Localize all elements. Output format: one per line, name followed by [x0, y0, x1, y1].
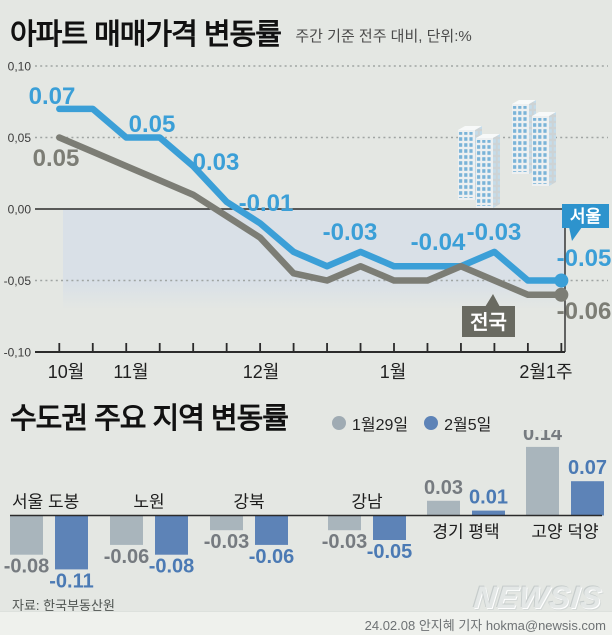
y-tick-label: 0,00: [8, 203, 32, 217]
apartment-buildings-illustration: [458, 100, 556, 208]
page-subtitle: 주간 기준 전주 대비, 단위:%: [295, 28, 472, 45]
data-label: -0.01: [239, 190, 294, 217]
bar-value-curr-경기 평택: 0.01: [469, 487, 508, 509]
data-label: -0.03: [323, 219, 378, 246]
bar-category-label: 강북: [233, 493, 264, 512]
data-label: 0.03: [193, 149, 240, 176]
bar-curr-강북: [255, 515, 288, 545]
x-month-label: 2월1주: [519, 362, 572, 382]
bar-value-prev-고양 덕양: 0.14: [523, 430, 563, 445]
bar-curr-노원: [155, 515, 188, 555]
source-note: 자료: 한국부동산원: [12, 598, 115, 613]
bar-section-header: 수도권 주요 지역 변동률: [10, 395, 289, 437]
page-title: 아파트 매매가격 변동률: [10, 19, 282, 51]
bar-curr-강남: [373, 515, 406, 540]
bar-value-curr-노원: -0.08: [149, 556, 195, 578]
bar-prev-고양 덕양: [526, 446, 559, 516]
bar-curr-고양 덕양: [571, 481, 604, 516]
bar-prev-강북: [210, 515, 243, 531]
national-callout-box: [462, 306, 515, 337]
bar-curr-경기 평택: [472, 510, 505, 516]
legend-label-prev-week: 1월29일: [352, 417, 409, 434]
bar-prev-경기 평택: [427, 500, 460, 516]
seoul-callout-label: 서울: [570, 207, 602, 226]
bar-value-prev-강북: -0.03: [204, 531, 250, 553]
y-tick-label: 0,05: [8, 131, 32, 145]
byline-credit: 24.02.08 안지혜 기자 hokma@newsis.com: [364, 618, 606, 633]
data-label: -0.03: [467, 219, 522, 246]
seoul-callout-pointer: [569, 227, 582, 241]
credit-strip: 24.02.08 안지혜 기자 hokma@newsis.com: [0, 611, 612, 635]
bar-value-prev-경기 평택: 0.03: [424, 477, 463, 499]
bar-category-label: 서울 도봉: [12, 493, 79, 512]
series-line-서울: [56, 105, 565, 284]
y-tick-label: -0,10: [4, 346, 32, 360]
y-tick-label: 0,10: [8, 60, 32, 74]
bar-value-curr-강북: -0.06: [249, 546, 295, 568]
y-tick-label: -0,05: [4, 274, 32, 288]
bar-curr-서울 도봉: [55, 515, 88, 570]
series-end-dot-서울: [554, 273, 569, 288]
bar-chart-title: 수도권 주요 지역 변동률: [10, 403, 289, 435]
bar-value-prev-서울 도봉: -0.08: [4, 556, 50, 578]
data-label: -0.04: [411, 229, 466, 256]
bar-category-label: 노원: [133, 493, 164, 512]
x-month-label: 12월: [243, 362, 280, 382]
data-label: -0.06: [557, 298, 612, 325]
bar-chart-legend: 1월29일 2월5일: [322, 411, 491, 435]
x-month-label: 10월: [48, 362, 85, 382]
seoul-callout-box: [562, 204, 609, 228]
bar-category-label: 경기 평택: [432, 523, 499, 542]
bar-category-label: 강남: [351, 493, 383, 512]
bar-value-curr-서울 도봉: -0.11: [49, 570, 93, 592]
bar-prev-노원: [110, 515, 143, 545]
bar-category-label: 고양 덕양: [531, 523, 598, 542]
bar-value-prev-강남: -0.03: [322, 531, 368, 553]
national-callout-label: 전국: [470, 311, 507, 334]
x-month-label: 1월: [380, 362, 407, 382]
legend-dot-curr-week: [424, 416, 439, 430]
line-chart: 0,10 0,05 0,00 -0,05 -0,10 10월 11월 12월 1월 2월1주 0.…: [4, 60, 612, 383]
data-label: 0.05: [33, 145, 80, 172]
series-line-전국: [56, 134, 565, 299]
x-month-label: 11월: [113, 362, 148, 382]
data-label: 0.05: [129, 111, 176, 138]
series-end-dot-전국: [554, 287, 569, 302]
legend-dot-prev-week: [332, 416, 346, 430]
bar-value-prev-노원: -0.06: [104, 546, 150, 568]
data-label: 0.07: [29, 83, 76, 110]
bar-value-curr-강남: -0.05: [367, 541, 413, 563]
national-callout-pointer: [485, 294, 500, 307]
bar-prev-강남: [328, 515, 361, 531]
legend-label-curr-week: 2월5일: [444, 417, 492, 434]
bar-value-curr-고양 덕양: 0.07: [568, 457, 607, 479]
header: 아파트 매매가격 변동률 주간 기준 전주 대비, 단위:%: [10, 11, 472, 53]
bar-prev-서울 도봉: [10, 515, 43, 555]
data-label: -0.05: [557, 245, 612, 272]
